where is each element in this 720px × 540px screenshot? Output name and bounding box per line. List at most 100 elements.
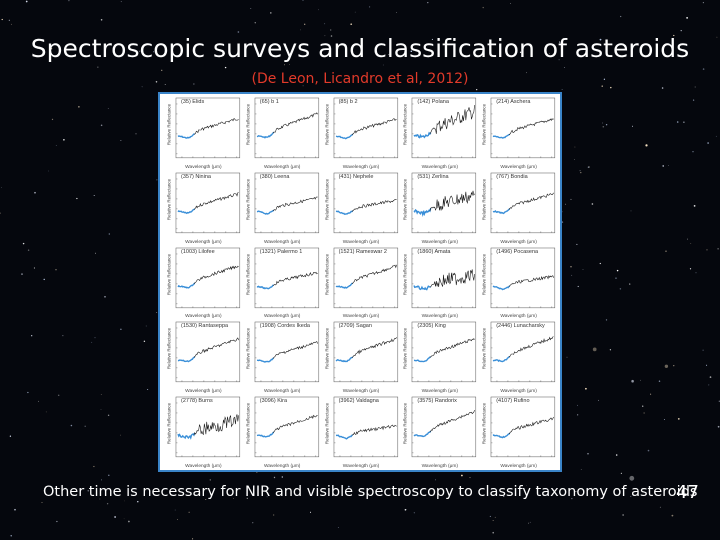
nir-spectrum-line [351,264,397,284]
x-axis-label: Wavelength (μm) [500,239,537,245]
plot-frame [333,396,398,458]
plot-frame [254,247,319,308]
y-axis-label: Relative Reflectance [324,403,330,445]
spectrum-plot [490,396,556,458]
asteroid-label: (3962) Valdagna [338,398,379,405]
visible-spectrum-line [177,432,196,441]
spectrum-panel: (214) Aschera Relative Reflectance Wavelen… [479,96,558,171]
asteroid-label: (1860) Amata [417,248,451,255]
visible-spectrum-line [177,133,195,139]
nir-spectrum-line [351,118,397,136]
nir-spectrum-line [430,338,476,358]
slide-title: Spectroscopic surveys and classification… [30,34,690,63]
slide-footer: Other time is necessary for NIR and visi… [43,484,698,500]
spectrum-plot [175,396,241,458]
x-axis-label: Wavelength (μm) [421,164,459,170]
asteroid-label: (1003) Lilofee [181,248,215,255]
visible-spectrum-line [256,131,275,139]
plot-frame [175,247,241,308]
spectrum-plot [333,247,398,308]
visible-spectrum-line [177,208,196,214]
plot-frame [490,247,556,308]
plot-frame [490,172,556,233]
y-axis-label: Relative Reflectance [324,328,330,370]
nir-spectrum-line [193,265,239,284]
plot-frame [254,322,319,383]
spectrum-plot [333,172,398,233]
y-axis-label: Relative Reflectance [481,103,487,146]
y-axis-label: Relative Reflectance [245,103,251,146]
y-axis-label: Relative Reflectance [324,178,330,220]
spectrum-panel: (1496) Pocasena Relative Reflectance Wavel… [479,246,558,321]
spectrum-panel: (380) Leena Relative Reflectance Wavelengt… [243,171,322,246]
x-axis-label: Wavelength (μm) [185,164,222,170]
spectrum-panel: (1521) Rameswar 2 Relative Reflectance Wav… [322,246,401,321]
spectrum-panel: (767) Bondia Relative Reflectance Waveleng… [479,171,558,246]
asteroid-label: (142) Polana [417,99,449,105]
plot-frame [333,97,398,159]
y-axis-label: Relative Reflectance [402,403,408,445]
visible-spectrum-line [414,356,432,363]
nir-spectrum-line [509,336,554,358]
y-axis-label: Relative Reflectance [481,253,487,295]
plot-frame [412,322,477,383]
visible-spectrum-line [413,430,432,438]
nir-spectrum-line [193,192,239,210]
x-axis-label: Wavelength (μm) [342,464,380,469]
visible-spectrum-line [335,434,353,440]
plot-frame [490,396,556,458]
asteroid-label: (2778) Burns [181,398,213,405]
nir-spectrum-line [508,417,555,435]
x-axis-label: Wavelength (μm) [263,239,301,245]
plot-frame [175,396,241,458]
spectrum-plot [175,172,241,233]
y-axis-label: Relative Reflectance [324,103,330,146]
spectrum-plot [490,172,556,233]
spectrum-panel: (1860) Amata Relative Reflectance Waveleng… [400,246,479,321]
spectrum-plot [175,97,241,159]
asteroid-label: (2446) Lunacharsky [496,323,545,330]
spectrum-plot [254,97,319,159]
asteroid-label: (1321) Palermo 1 [259,248,303,255]
asteroid-label: (85) b 2 [338,99,358,105]
x-axis-label: Wavelength (μm) [342,164,380,170]
spectrum-plot [412,97,477,159]
y-axis-label: Relative Reflectance [166,253,172,295]
visible-spectrum-line [413,207,432,217]
spectra-grid: (35) Elids Relative Reflectance Wavelength… [164,96,558,470]
spectrum-panel: (531) Zerlina Relative Reflectance Wavelen… [400,171,479,246]
asteroid-label: (2709) Sagan [338,323,372,330]
x-axis-label: Wavelength (μm) [185,314,222,320]
plot-frame [490,322,556,383]
y-axis-label: Relative Reflectance [402,328,408,370]
asteroid-label: (4107) Rufino [496,398,530,405]
y-axis-label: Relative Reflectance [166,403,172,445]
visible-spectrum-line [492,207,511,214]
plot-frame [254,396,319,458]
visible-spectrum-line [335,282,353,289]
y-axis-label: Relative Reflectance [166,103,172,146]
spectrum-panel: (1530) Rantaseppa Relative Reflectance Wav… [164,320,243,395]
nir-spectrum-line [272,271,318,286]
nir-spectrum-line [272,196,318,211]
visible-spectrum-line [256,209,275,215]
asteroid-label: (1496) Pocasena [496,248,539,255]
spectrum-plot [490,322,556,383]
visible-spectrum-line [492,432,511,439]
nir-spectrum-line [508,118,555,135]
spectrum-panel: (2709) Sagan Relative Reflectance Waveleng… [322,320,401,395]
nir-spectrum-line [430,268,476,287]
asteroid-label: (2305) King [417,323,446,330]
spectrum-plot [412,396,477,458]
asteroid-label: (767) Bondia [496,173,528,180]
plot-frame [333,247,398,308]
spectrum-plot [254,172,319,233]
x-axis-label: Wavelength (μm) [500,464,537,469]
x-axis-label: Wavelength (μm) [185,389,222,395]
spectrum-panel: (2305) King Relative Reflectance Wavelengt… [400,320,479,395]
x-axis-label: Wavelength (μm) [500,164,537,170]
nir-spectrum-line [193,337,239,359]
nir-spectrum-line [193,414,239,436]
nir-spectrum-line [430,190,476,211]
x-axis-label: Wavelength (μm) [263,389,301,395]
